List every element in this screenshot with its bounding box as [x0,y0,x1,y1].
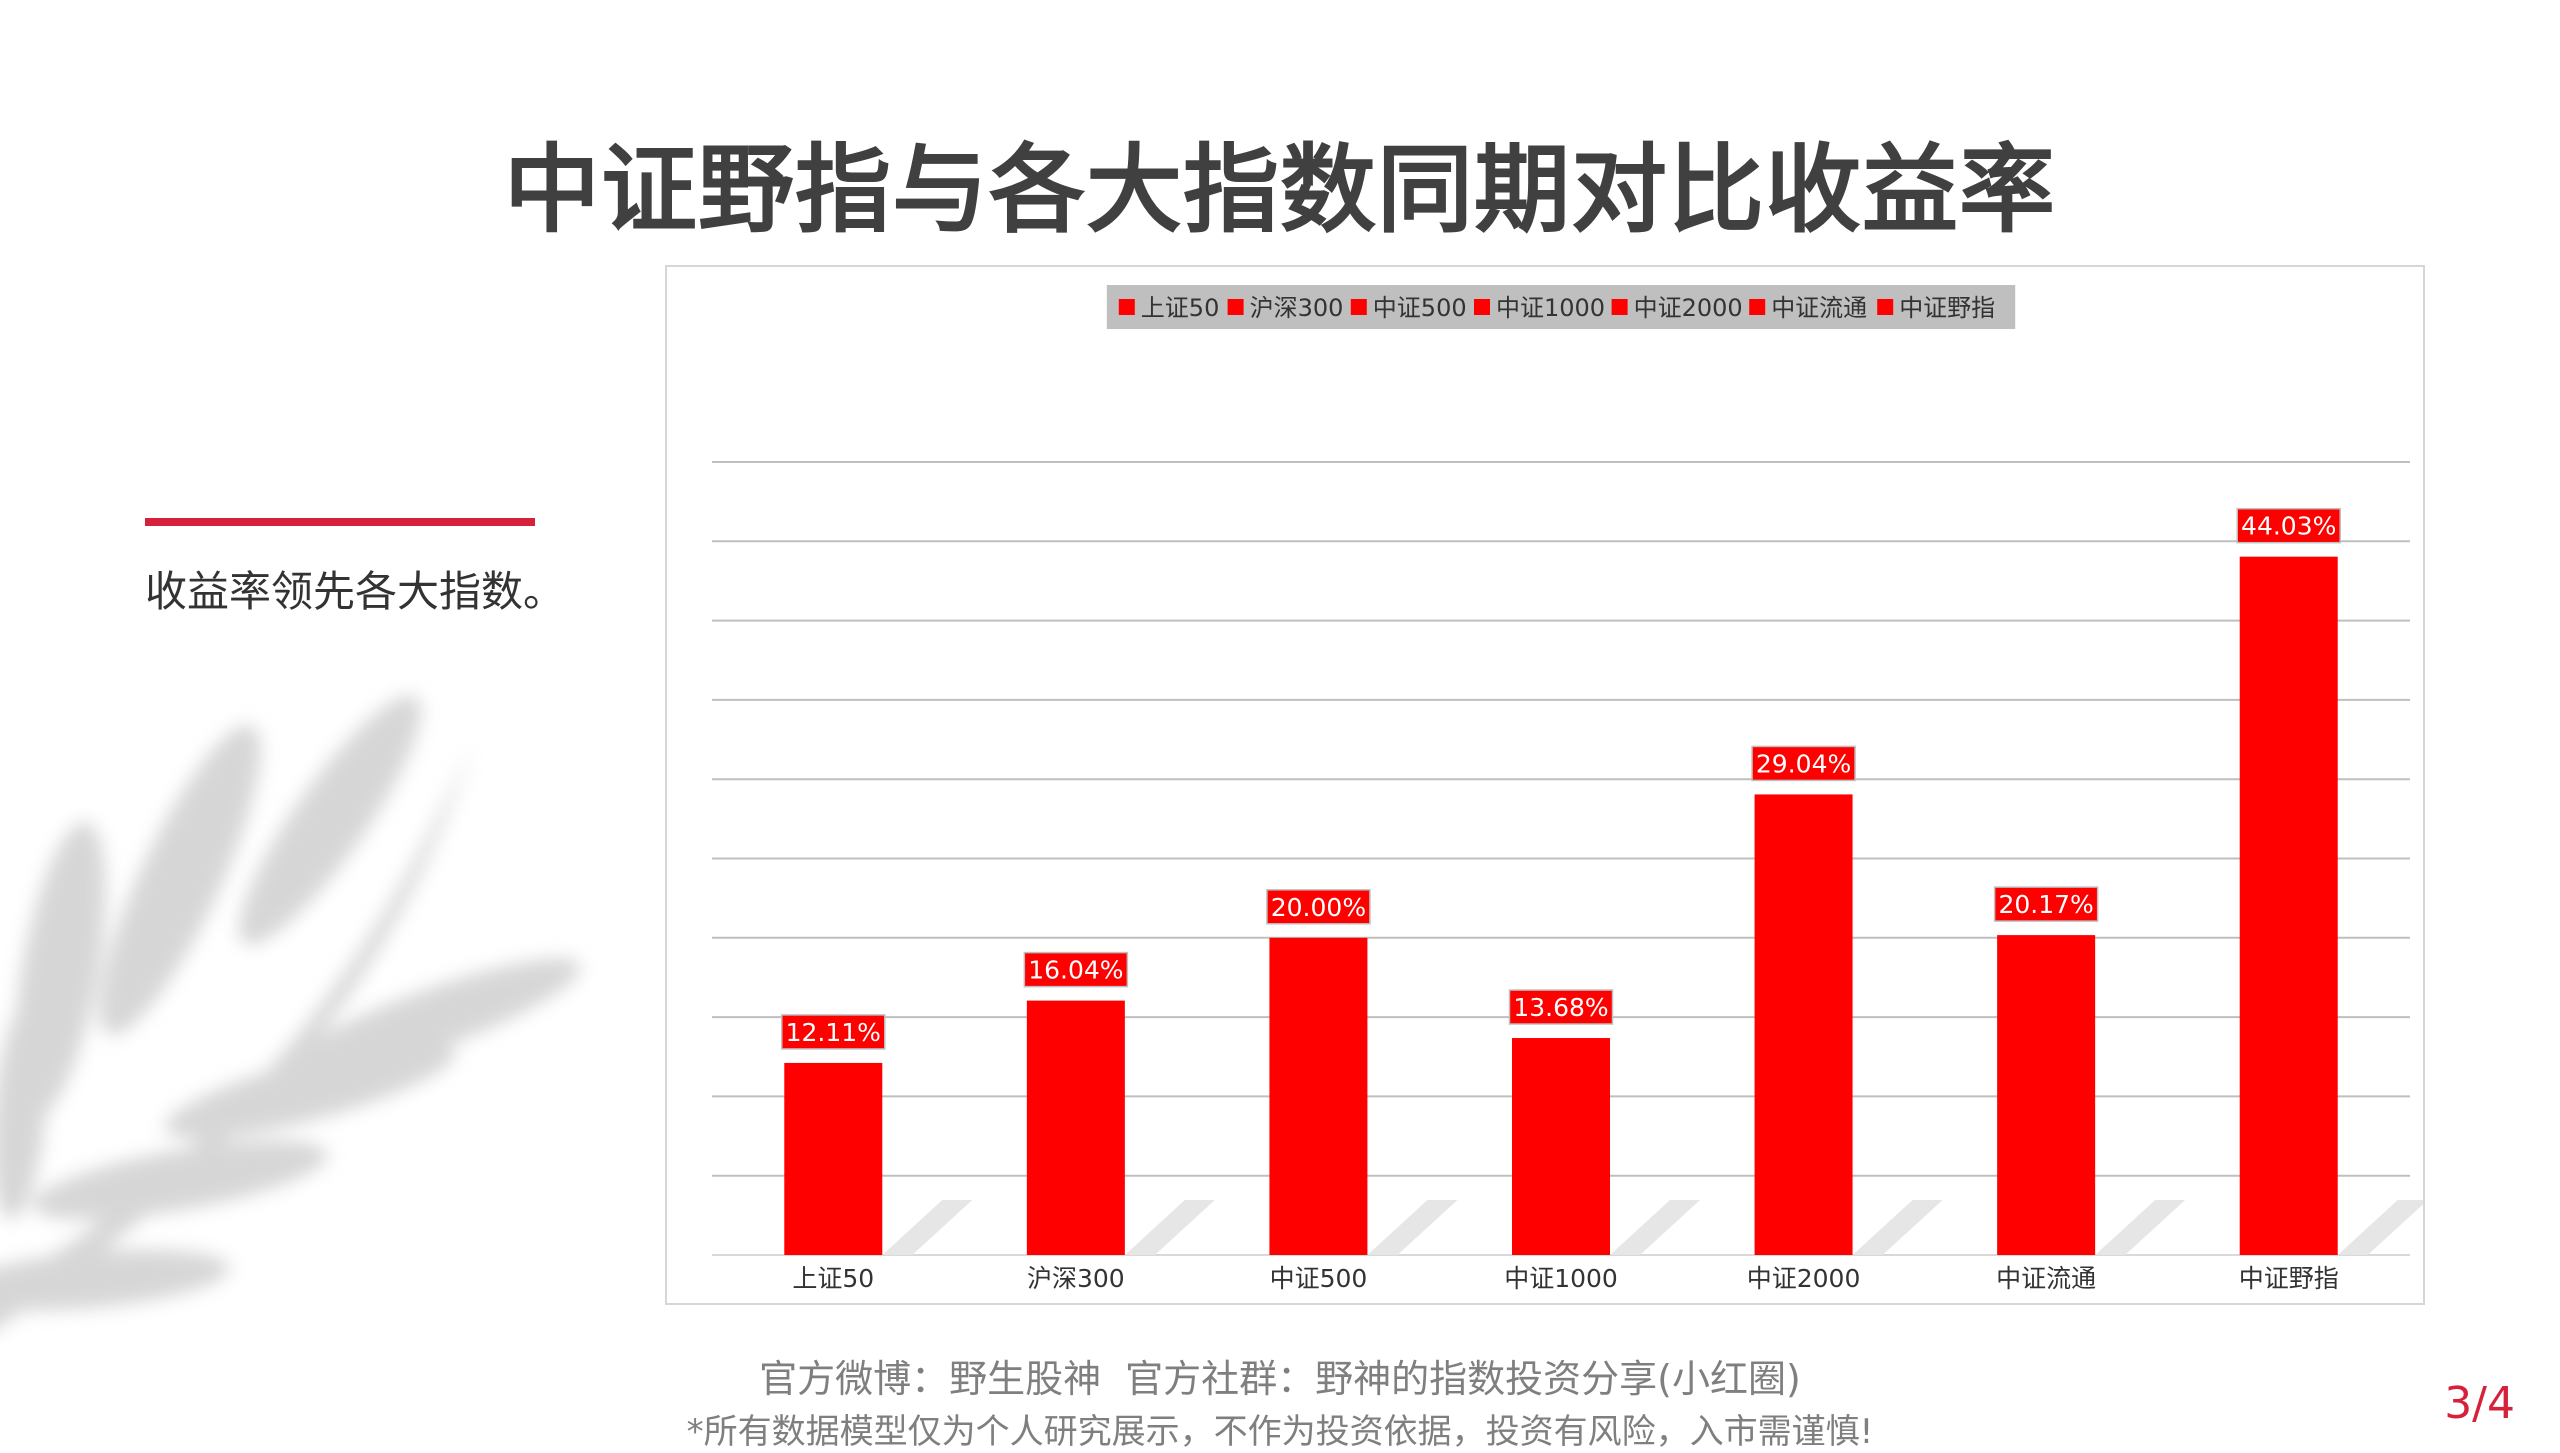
legend-entry: 中证1000 [1496,294,1605,322]
bar-shadow [882,1200,973,1255]
legend-swatch [1749,299,1766,315]
bar [784,1062,883,1255]
footer-weibo: 官方微博：野生股神 [759,1357,1102,1401]
legend-background [1106,285,2016,329]
footer-contact: 官方微博：野生股神 官方社群：野神的指数投资分享(小红圈) [0,1348,2560,1403]
page-number: 3/4 [2444,1378,2515,1429]
x-tick-label: 中证2000 [1747,1264,1861,1293]
x-tick-label: 中证500 [1270,1264,1368,1293]
bar-shadow [1610,1200,1700,1255]
data-label-box [1993,886,2099,922]
x-tick-label: 中证野指 [2239,1264,2339,1293]
accent-divider [145,518,535,526]
x-tick-label: 上证50 [792,1264,874,1293]
data-label: 12.11% [786,1018,881,1047]
data-label-box [781,1014,886,1050]
bar-chart: 上证50 沪深300 中证500 中证1000 中证2000 中证流通 中证野指12.11%… [712,285,2423,1293]
footer-disclaimer: *所有数据模型仅为个人研究展示，不作为投资依据，投资有风险，入市需谨慎! [686,1412,1874,1452]
bar [1512,1038,1610,1255]
legend-swatch [1877,299,1894,315]
legend-swatch [1227,299,1244,315]
data-label: 13.68% [1513,993,1608,1022]
legend-entry: 沪深300 [1250,294,1344,322]
bar [2239,556,2338,1255]
data-label-box [1023,951,1129,988]
data-label: 20.00% [1271,893,1366,922]
x-tick-label: 中证1000 [1504,1264,1618,1293]
legend-swatch [1611,299,1628,315]
bar-shadow [1367,1200,1458,1255]
subtitle: 收益率领先各大指数。 [145,567,566,616]
legend-entry: 中证流通 [1771,294,1867,322]
footer-community: 官方社群：野神的指数投资分享(小红圈) [1125,1357,1801,1401]
bar-shadow [1124,1200,1215,1255]
legend-swatch [1118,299,1135,315]
bar [1754,794,1853,1255]
data-label: 16.04% [1028,956,1123,985]
data-label-box [1751,745,1856,782]
legend-swatch [1474,299,1490,315]
legend-entry: 中证500 [1373,294,1467,322]
bar [1997,935,2096,1255]
data-label: 44.03% [2241,512,2336,541]
data-label-box [2236,507,2341,544]
legend-swatch [1350,299,1367,315]
data-label-box [1508,989,1614,1025]
bar-shadow [1852,1200,1943,1255]
legend-entry: 中证2000 [1634,294,1743,322]
legend-entry: 中证野指 [1899,294,1995,322]
bar-shadow [2095,1200,2186,1255]
x-tick-label: 沪深300 [1027,1264,1125,1293]
bar [1026,1000,1125,1255]
data-label: 29.04% [1756,749,1851,778]
legend-entry: 上证50 [1141,294,1220,322]
bar [1269,937,1368,1255]
x-tick-label: 中证流通 [1996,1264,2096,1293]
data-label: 20.17% [1998,890,2093,919]
leaf-decoration-icon [0,695,581,1327]
chart-frame: 上证50 沪深300 中证500 中证1000 中证2000 中证流通 中证野指 12.11%… [665,265,2425,1305]
page-title: 中证野指与各大指数同期对比收益率 [504,134,2056,246]
bar-shadow [2337,1200,2423,1255]
data-label-box [1266,889,1371,925]
